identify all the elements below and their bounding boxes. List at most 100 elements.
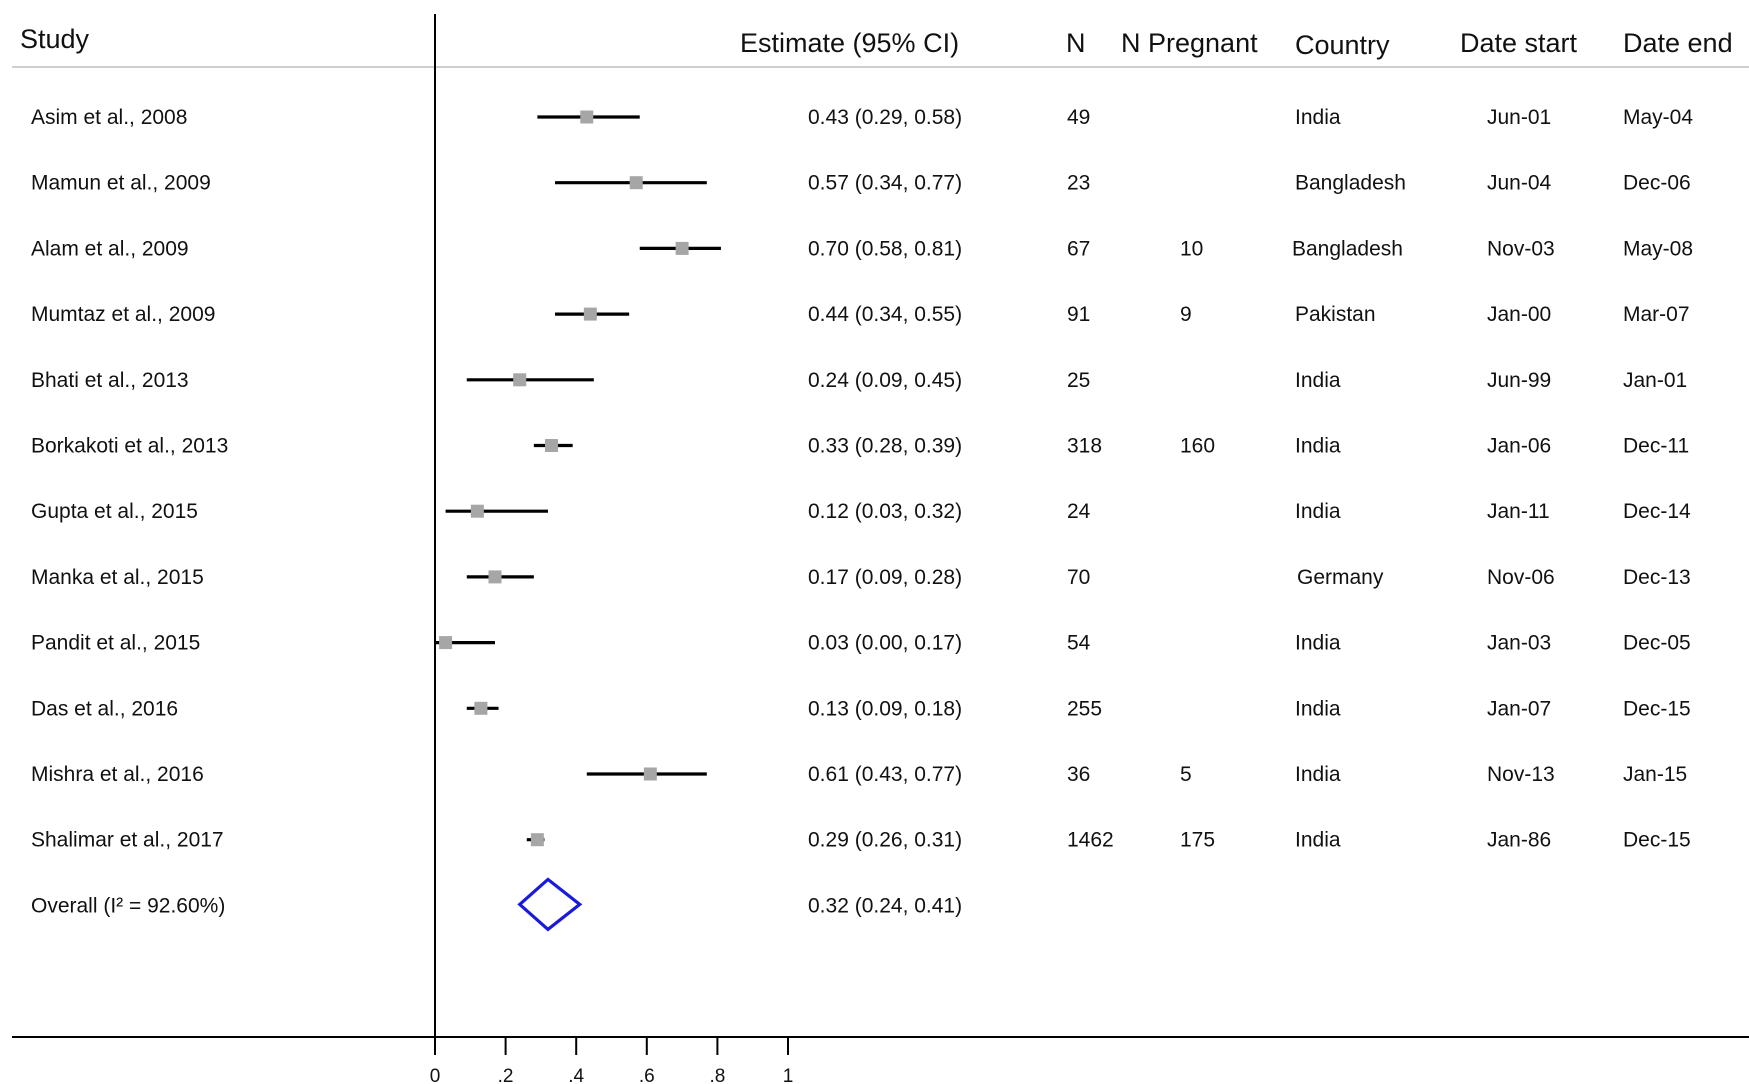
study-name: Borkakoti et al., 2013 xyxy=(31,435,228,458)
header-row: Study Estimate (95% CI) N N Pregnant Cou… xyxy=(20,24,1733,60)
country: India xyxy=(1295,106,1341,129)
date-end: May-08 xyxy=(1623,237,1693,260)
study-name: Manka et al., 2015 xyxy=(31,566,204,589)
estimate-ci-text: 0.17 (0.09, 0.28) xyxy=(808,566,962,589)
table-row: Gupta et al., 2015 0.12 (0.03, 0.32) 24 Ind… xyxy=(31,500,1691,523)
table-row: Shalimar et al., 2017 0.29 (0.26, 0.31) 14… xyxy=(31,829,1691,852)
point-estimate-marker xyxy=(439,636,453,650)
x-tick-label: .8 xyxy=(709,1066,725,1084)
date-end: Mar-07 xyxy=(1623,303,1690,326)
study-name: Alam et al., 2009 xyxy=(31,237,189,260)
estimate-ci-text: 0.61 (0.43, 0.77) xyxy=(808,763,962,786)
date-start: Jan-00 xyxy=(1487,303,1551,326)
country: India xyxy=(1295,632,1341,655)
table-row: Mamun et al., 2009 0.57 (0.34, 0.77) 23 Ban… xyxy=(31,172,1691,195)
date-end: Dec-14 xyxy=(1623,500,1691,523)
date-start: Nov-13 xyxy=(1487,763,1555,786)
estimate-ci-text: 0.29 (0.26, 0.31) xyxy=(808,829,962,852)
sample-size: 24 xyxy=(1067,500,1091,523)
sample-size: 54 xyxy=(1067,632,1091,655)
date-end: Dec-15 xyxy=(1623,697,1691,720)
country: Pakistan xyxy=(1295,303,1376,326)
date-start: Jan-06 xyxy=(1487,435,1551,458)
study-name: Mamun et al., 2009 xyxy=(31,172,211,195)
sample-size: 36 xyxy=(1067,763,1090,786)
x-tick-label: 1 xyxy=(783,1066,794,1084)
point-estimate-marker xyxy=(474,701,488,715)
country: Bangladesh xyxy=(1292,237,1403,260)
pregnant-count: 175 xyxy=(1180,829,1215,852)
study-name: Gupta et al., 2015 xyxy=(31,500,198,523)
study-name: Asim et al., 2008 xyxy=(31,106,187,129)
estimate-ci-text: 0.43 (0.29, 0.58) xyxy=(808,106,962,129)
point-estimate-marker xyxy=(470,504,484,518)
point-estimate-marker xyxy=(629,176,643,190)
sample-size: 318 xyxy=(1067,435,1102,458)
study-name: Bhati et al., 2013 xyxy=(31,369,189,392)
study-name: Shalimar et al., 2017 xyxy=(31,829,224,852)
date-start: Jan-86 xyxy=(1487,829,1551,852)
sample-size: 255 xyxy=(1067,697,1102,720)
estimate-ci-text: 0.24 (0.09, 0.45) xyxy=(808,369,962,392)
date-end: Jan-01 xyxy=(1623,369,1687,392)
country: Germany xyxy=(1297,566,1384,589)
table-row: Manka et al., 2015 0.17 (0.09, 0.28) 70 Ger… xyxy=(31,566,1691,589)
x-tick-label: .6 xyxy=(639,1066,655,1084)
header-date-start: Date start xyxy=(1460,28,1578,58)
sample-size: 67 xyxy=(1067,237,1090,260)
country: India xyxy=(1295,697,1341,720)
estimate-ci-text: 0.70 (0.58, 0.81) xyxy=(808,237,962,260)
date-start: Jan-07 xyxy=(1487,697,1551,720)
country: India xyxy=(1295,369,1341,392)
date-end: Dec-06 xyxy=(1623,172,1691,195)
date-start: Nov-06 xyxy=(1487,566,1555,589)
pregnant-count: 9 xyxy=(1180,303,1192,326)
date-end: Dec-05 xyxy=(1623,632,1691,655)
table-row: Bhati et al., 2013 0.24 (0.09, 0.45) 25 Ind… xyxy=(31,369,1687,392)
table-row: Pandit et al., 2015 0.03 (0.00, 0.17) 54 In… xyxy=(31,632,1691,655)
date-start: Jun-99 xyxy=(1487,369,1551,392)
point-estimate-marker xyxy=(488,570,502,584)
study-name: Pandit et al., 2015 xyxy=(31,632,200,655)
sample-size: 1462 xyxy=(1067,829,1114,852)
table-row: Mishra et al., 2016 0.61 (0.43, 0.77) 36 5 I… xyxy=(31,763,1687,786)
point-estimate-marker xyxy=(580,110,594,124)
header-country: Country xyxy=(1295,30,1390,60)
study-name: Das et al., 2016 xyxy=(31,697,178,720)
point-estimate-marker xyxy=(675,241,689,255)
date-start: Jun-04 xyxy=(1487,172,1552,195)
country: India xyxy=(1295,500,1341,523)
date-end: Dec-11 xyxy=(1623,435,1689,458)
x-axis: 0 .2 .4 .6 .8 1 xyxy=(430,1037,794,1084)
x-tick-label: .4 xyxy=(568,1066,584,1084)
pregnant-count: 10 xyxy=(1180,237,1203,260)
header-n: N xyxy=(1066,28,1086,58)
header-study: Study xyxy=(20,24,90,54)
pregnant-count: 160 xyxy=(1180,435,1215,458)
estimate-ci-text: 0.33 (0.28, 0.39) xyxy=(808,435,962,458)
date-end: May-04 xyxy=(1623,106,1693,129)
table-row: Asim et al., 2008 0.43 (0.29, 0.58) 49 Indi… xyxy=(31,106,1693,129)
table-row: Alam et al., 2009 0.70 (0.58, 0.81) 67 10 Ba… xyxy=(31,237,1693,260)
overall-row: Overall (I² = 92.60%) 0.32 (0.24, 0.41) xyxy=(31,894,962,917)
overall-diamond xyxy=(517,877,583,932)
sample-size: 49 xyxy=(1067,106,1090,129)
date-start: Jan-11 xyxy=(1487,500,1550,523)
header-n-pregnant: N Pregnant xyxy=(1121,28,1258,58)
country: India xyxy=(1295,763,1341,786)
sample-size: 91 xyxy=(1067,303,1090,326)
pregnant-count: 5 xyxy=(1180,763,1192,786)
overall-label: Overall (I² = 92.60%) xyxy=(31,894,225,917)
header-date-end: Date end xyxy=(1623,28,1733,58)
sample-size: 25 xyxy=(1067,369,1090,392)
table-row: Borkakoti et al., 2013 0.33 (0.28, 0.39) 3… xyxy=(31,435,1689,458)
country: Bangladesh xyxy=(1295,172,1406,195)
study-name: Mishra et al., 2016 xyxy=(31,763,204,786)
sample-size: 70 xyxy=(1067,566,1090,589)
header-estimate: Estimate (95% CI) xyxy=(740,28,959,58)
study-name: Mumtaz et al., 2009 xyxy=(31,303,215,326)
date-end: Dec-15 xyxy=(1623,829,1691,852)
point-estimate-marker xyxy=(544,439,558,452)
date-start: Jun-01 xyxy=(1487,106,1551,129)
